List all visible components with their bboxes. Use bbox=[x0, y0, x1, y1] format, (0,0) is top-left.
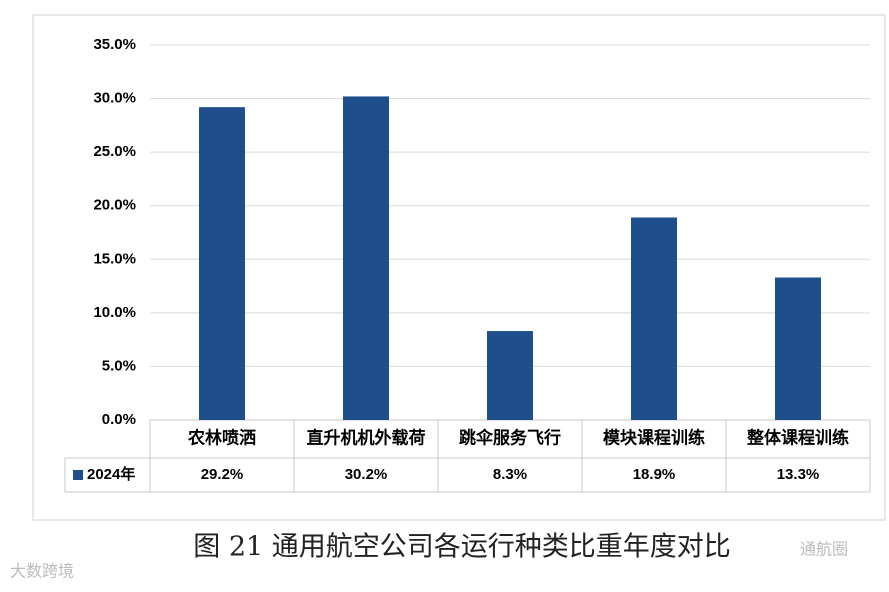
bar bbox=[631, 217, 677, 420]
x-tick-label: 整体课程训练 bbox=[747, 428, 849, 449]
table-value: 29.2% bbox=[201, 466, 244, 483]
caption: 图 21 通用航空公司各运行种类比重年度对比 bbox=[193, 532, 731, 563]
y-tick-label: 30.0% bbox=[93, 90, 136, 107]
chart-frame bbox=[32, 14, 886, 521]
y-tick-label: 15.0% bbox=[93, 250, 136, 267]
bar bbox=[199, 107, 245, 421]
table-value: 18.9% bbox=[633, 466, 676, 483]
watermark: 通航圈 bbox=[800, 540, 848, 559]
y-tick-label: 35.0% bbox=[93, 36, 136, 53]
bar bbox=[487, 331, 533, 420]
x-tick-label: 跳伞服务飞行 bbox=[459, 428, 561, 449]
x-tick-label: 农林喷洒 bbox=[187, 428, 256, 449]
table-value: 13.3% bbox=[777, 466, 820, 483]
table-value: 8.3% bbox=[493, 466, 527, 483]
table-value: 30.2% bbox=[345, 466, 388, 483]
y-tick-label: 5.0% bbox=[102, 357, 136, 374]
y-tick-label: 0.0% bbox=[102, 411, 136, 428]
x-tick-label: 直升机机外载荷 bbox=[307, 428, 426, 449]
legend-swatch bbox=[73, 470, 83, 480]
y-tick-label: 20.0% bbox=[93, 197, 136, 214]
bar bbox=[775, 277, 821, 420]
watermark: 大数跨境 bbox=[10, 562, 74, 581]
bar bbox=[343, 96, 389, 420]
legend-label: 2024年 bbox=[87, 465, 135, 483]
y-tick-label: 25.0% bbox=[93, 143, 136, 160]
y-tick-label: 10.0% bbox=[93, 304, 136, 321]
x-tick-label: 模块课程训练 bbox=[603, 428, 705, 449]
